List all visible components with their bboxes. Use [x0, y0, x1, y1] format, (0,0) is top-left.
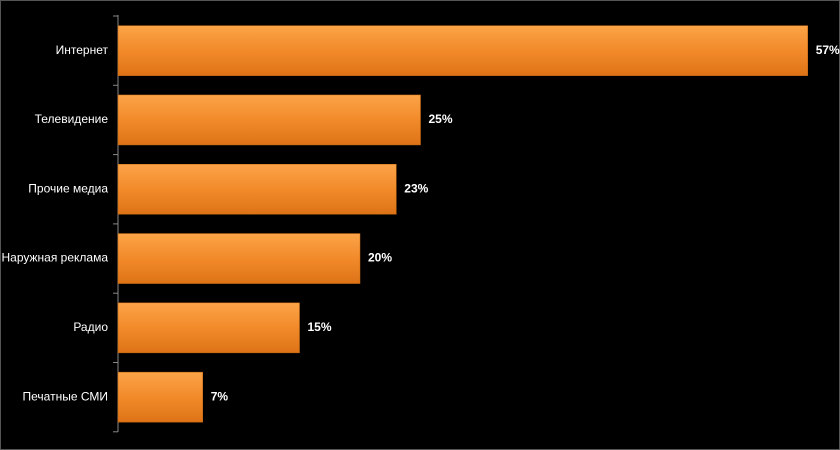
y-tick-label: Интернет	[56, 43, 109, 57]
value-label: 57%	[816, 43, 840, 57]
value-label: 7%	[211, 389, 229, 403]
y-tick-label: Наружная реклама	[1, 251, 108, 265]
y-tick-label: Телевидение	[35, 112, 109, 126]
bar	[117, 233, 361, 284]
y-tick-label: Прочие медиа	[28, 181, 108, 195]
value-label: 23%	[404, 181, 428, 195]
bar	[117, 164, 397, 215]
value-label: 25%	[429, 112, 453, 126]
value-label: 20%	[368, 251, 392, 265]
value-label: 15%	[308, 320, 332, 334]
bar	[117, 25, 808, 76]
bar	[117, 94, 421, 146]
y-tick-label: Радио	[73, 320, 108, 334]
bar	[117, 302, 300, 354]
bar	[117, 371, 203, 423]
y-tick-label: Печатные СМИ	[23, 389, 108, 403]
